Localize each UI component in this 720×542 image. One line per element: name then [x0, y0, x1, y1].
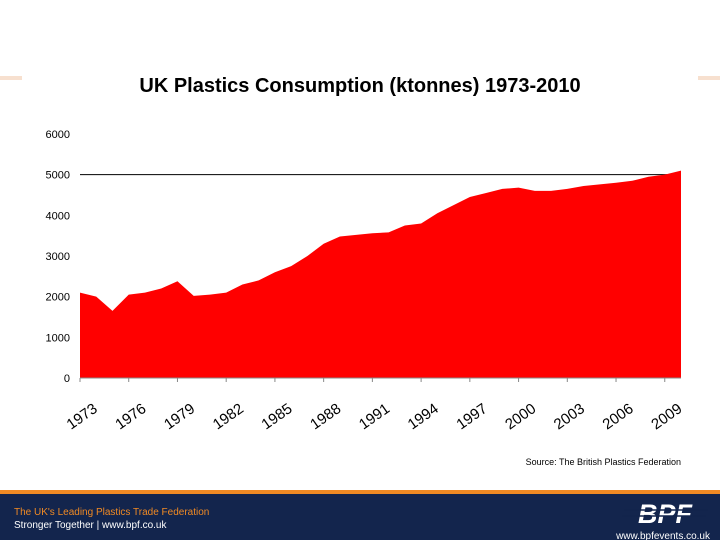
- consumption-area: [80, 170, 681, 378]
- x-tick-label: 1982: [210, 400, 247, 433]
- y-tick-label: 2000: [46, 292, 70, 304]
- x-tick-label: 2003: [551, 400, 588, 433]
- x-tick-label: 1994: [405, 400, 442, 433]
- bpf-logo: BPF: [622, 500, 708, 528]
- x-tick-label: 1976: [112, 400, 149, 433]
- x-tick-label: 1985: [258, 400, 295, 433]
- y-tick-label: 3000: [46, 251, 70, 263]
- events-url-link[interactable]: www.bpfevents.co.uk: [616, 531, 710, 542]
- header-accent-right: [698, 76, 720, 80]
- footer-bar: The UK's Leading Plastics Trade Federati…: [0, 490, 720, 542]
- chart-title: UK Plastics Consumption (ktonnes) 1973-2…: [139, 75, 580, 97]
- x-tick-label: 1979: [161, 400, 198, 433]
- x-tick-label: 1997: [453, 400, 490, 433]
- x-tick-label: 1973: [64, 400, 101, 433]
- x-tick-label: 2006: [600, 400, 637, 433]
- area-chart: UK Plastics Consumption (ktonnes) 1973-2…: [46, 75, 686, 467]
- x-tick-label: 2009: [648, 400, 685, 433]
- y-tick-label: 0: [64, 373, 70, 385]
- y-tick-label: 1000: [46, 332, 70, 344]
- x-tick-label: 1991: [356, 400, 393, 433]
- footer-tagline: The UK's Leading Plastics Trade Federati…: [14, 507, 210, 518]
- x-tick-label: 1988: [307, 400, 344, 433]
- bpf-logo-text: BPF: [638, 500, 694, 528]
- y-tick-label: 5000: [46, 170, 70, 182]
- x-tick-label: 2000: [502, 400, 539, 433]
- y-tick-label: 4000: [46, 210, 70, 222]
- y-tick-label: 6000: [46, 129, 70, 141]
- footer-website-link[interactable]: Stronger Together | www.bpf.co.uk: [14, 520, 167, 531]
- chart-source: Source: The British Plastics Federation: [526, 457, 681, 467]
- header-accent-left: [0, 76, 22, 80]
